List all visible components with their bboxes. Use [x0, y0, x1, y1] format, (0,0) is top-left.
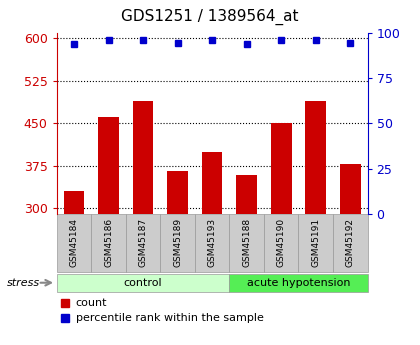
- Bar: [57, 274, 229, 292]
- Bar: [333, 214, 368, 272]
- Bar: [202, 152, 223, 214]
- Text: GSM45187: GSM45187: [139, 218, 147, 267]
- Bar: [305, 101, 326, 214]
- Text: acute hypotension: acute hypotension: [247, 278, 350, 288]
- Bar: [236, 175, 257, 214]
- Text: GSM45188: GSM45188: [242, 218, 251, 267]
- Bar: [133, 101, 153, 214]
- Bar: [160, 214, 195, 272]
- Text: GSM45189: GSM45189: [173, 218, 182, 267]
- Text: GSM45193: GSM45193: [207, 218, 217, 267]
- Bar: [167, 171, 188, 214]
- Text: count: count: [76, 298, 107, 308]
- Text: GSM45191: GSM45191: [311, 218, 320, 267]
- Text: GSM45192: GSM45192: [346, 218, 355, 267]
- Text: stress: stress: [7, 278, 40, 288]
- Text: GSM45186: GSM45186: [104, 218, 113, 267]
- Bar: [229, 274, 368, 292]
- Bar: [271, 123, 291, 214]
- Text: GSM45184: GSM45184: [69, 218, 79, 267]
- Bar: [91, 214, 126, 272]
- Bar: [299, 214, 333, 272]
- Bar: [126, 214, 160, 272]
- Text: control: control: [124, 278, 163, 288]
- Bar: [57, 214, 91, 272]
- Text: percentile rank within the sample: percentile rank within the sample: [76, 313, 264, 323]
- Bar: [63, 191, 84, 214]
- Text: GSM45190: GSM45190: [277, 218, 286, 267]
- Bar: [229, 214, 264, 272]
- Bar: [195, 214, 229, 272]
- Bar: [340, 164, 361, 214]
- Text: GDS1251 / 1389564_at: GDS1251 / 1389564_at: [121, 9, 299, 25]
- Bar: [98, 117, 119, 214]
- Bar: [264, 214, 299, 272]
